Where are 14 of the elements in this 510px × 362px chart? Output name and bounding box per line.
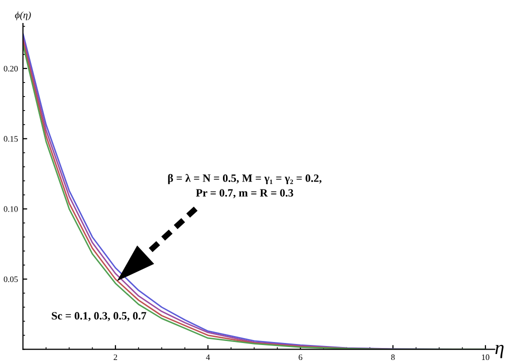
y-tick-label: 0.20 [4, 66, 18, 72]
annotation: Sc = 0.1, 0.3, 0.5, 0.7 [52, 312, 146, 322]
annotation: β = λ = N = 0.5, M = γ₁ = γ₂ = 0.2, Pr = 0.7, m = R = 0.3 [168, 174, 322, 198]
x-tick-label: 8 [391, 354, 395, 360]
x-tick-label: 4 [206, 354, 210, 360]
x-tick-label: 2 [114, 354, 118, 360]
line-series [22, 40, 348, 350]
x-axis-title: η [495, 344, 504, 358]
y-tick-label: 0.10 [4, 206, 18, 212]
y-tick-label: 0.05 [4, 276, 18, 282]
y-axis-title: ϕ(η) [15, 11, 31, 20]
x-tick-label: 10 [482, 354, 490, 360]
x-tick-label: 6 [298, 354, 302, 360]
y-tick-label: 0.15 [4, 136, 18, 142]
